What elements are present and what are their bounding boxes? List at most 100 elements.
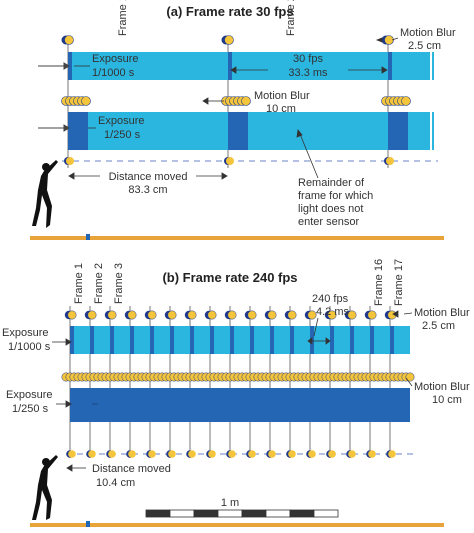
remainder-pointer bbox=[296, 129, 319, 179]
fps-a-label: 30 fps bbox=[293, 53, 323, 65]
remainder-line: light does not bbox=[298, 203, 363, 215]
ball bbox=[288, 450, 296, 458]
panel-b-strip-1 bbox=[70, 326, 410, 354]
ball bbox=[68, 450, 76, 458]
ball bbox=[405, 372, 415, 382]
exposure-segment bbox=[210, 326, 214, 354]
ball bbox=[384, 35, 394, 45]
ball bbox=[81, 96, 91, 106]
ball bbox=[64, 35, 74, 45]
exposure-b2-label: Exposure bbox=[6, 389, 52, 401]
exposure-segment bbox=[250, 326, 254, 354]
strip-background bbox=[70, 326, 410, 354]
strip-gap bbox=[430, 112, 432, 150]
scale-label: 1 m bbox=[221, 497, 239, 509]
ball bbox=[227, 310, 237, 320]
scale-segment bbox=[289, 509, 315, 518]
pointer-line bbox=[403, 312, 413, 315]
panel-a-entry-arrows bbox=[38, 62, 70, 132]
scale-segment bbox=[169, 509, 195, 518]
ball bbox=[308, 450, 316, 458]
arrow-head bbox=[202, 97, 209, 105]
motion-blur-a1-value: 2.5 cm bbox=[408, 40, 441, 52]
ball bbox=[247, 310, 257, 320]
exposure-segment bbox=[190, 326, 194, 354]
strip-background bbox=[70, 388, 410, 422]
distance-b-label: Distance moved bbox=[92, 463, 171, 475]
motion-blur-a1-pointer bbox=[375, 37, 399, 43]
ball bbox=[107, 310, 117, 320]
motion-blur-b1-value: 2.5 cm bbox=[422, 320, 455, 332]
ball bbox=[367, 310, 377, 320]
scale-segment bbox=[241, 509, 267, 518]
pointer-line bbox=[391, 37, 399, 41]
blur-ball-group bbox=[61, 35, 74, 45]
panel-a-balls-row2 bbox=[61, 96, 411, 106]
distance-a-dimension bbox=[68, 172, 228, 180]
blur-ball-group bbox=[221, 35, 234, 45]
panel-a-title: (a) Frame rate 30 fps bbox=[166, 4, 293, 19]
distance-a-label: Distance moved bbox=[109, 171, 188, 183]
scale-segment bbox=[265, 509, 291, 518]
exposure-b1-label: Exposure bbox=[2, 327, 48, 339]
exposure-segment bbox=[230, 326, 234, 354]
ball bbox=[248, 450, 256, 458]
arrow-head bbox=[221, 172, 228, 180]
fps-b-label: 240 fps bbox=[312, 293, 349, 305]
ball bbox=[187, 310, 197, 320]
panel-b-balls-row2 bbox=[61, 372, 415, 382]
motion-blur-b2-label: Motion Blur bbox=[414, 381, 470, 393]
blur-ball-group bbox=[221, 96, 251, 106]
remainder-line: frame for which bbox=[298, 190, 373, 202]
ball bbox=[347, 310, 357, 320]
ball bbox=[67, 310, 77, 320]
exposure-segment bbox=[270, 326, 274, 354]
panel-a-strip-1 bbox=[68, 52, 436, 80]
motion-blur-b1-pointer bbox=[392, 310, 413, 318]
remainder-line: enter sensor bbox=[298, 216, 359, 228]
ball bbox=[128, 450, 136, 458]
frame-label-b3: Frame 3 bbox=[113, 263, 125, 304]
arrow-head bbox=[375, 37, 383, 43]
arrow-head bbox=[325, 337, 331, 345]
ball bbox=[388, 450, 396, 458]
ground-b bbox=[30, 523, 444, 527]
panel-b-balls-row3 bbox=[66, 450, 396, 458]
scale-segment bbox=[217, 509, 243, 518]
frame-label-b2: Frame 2 bbox=[93, 263, 105, 304]
arrow-head bbox=[381, 66, 388, 74]
ball bbox=[87, 310, 97, 320]
scale-bar bbox=[145, 509, 339, 518]
ball bbox=[88, 450, 96, 458]
ball bbox=[167, 310, 177, 320]
arrow-head bbox=[296, 129, 303, 138]
ball bbox=[287, 310, 297, 320]
ball bbox=[127, 310, 137, 320]
exposure-1-label: Exposure bbox=[92, 53, 138, 65]
fps-a-value: 33.3 ms bbox=[288, 67, 328, 79]
exposure-segment bbox=[68, 112, 88, 150]
panel-b-frame-labels: Frame 1 Frame 2 Frame 3 Frame 16 Frame 1… bbox=[73, 259, 405, 306]
ball bbox=[268, 450, 276, 458]
ground-b-marker bbox=[86, 521, 90, 527]
exposure-b2-value: 1/250 s bbox=[12, 403, 49, 415]
arrow-head bbox=[63, 124, 70, 132]
motion-blur-a2-value: 10 cm bbox=[266, 103, 296, 115]
strip-gap bbox=[434, 112, 436, 150]
frame-label-a2: Frame 2 bbox=[285, 0, 297, 36]
fps-b-dimension bbox=[307, 337, 331, 345]
ball-group bbox=[64, 157, 74, 165]
figure-body bbox=[32, 160, 58, 228]
scale-segment bbox=[313, 509, 339, 518]
exposure-b1-pointer bbox=[52, 338, 72, 346]
motion-blur-b2-value: 10 cm bbox=[432, 394, 462, 406]
distance-b-value: 10.4 cm bbox=[96, 477, 135, 489]
ball bbox=[148, 450, 156, 458]
ground-a-marker bbox=[86, 234, 90, 240]
scale-segment bbox=[145, 509, 171, 518]
panel-b-balls-row1 bbox=[64, 310, 397, 320]
frame-label-b1: Frame 1 bbox=[73, 263, 85, 304]
arrow-head bbox=[230, 66, 237, 74]
ball bbox=[188, 450, 196, 458]
ball bbox=[328, 450, 336, 458]
